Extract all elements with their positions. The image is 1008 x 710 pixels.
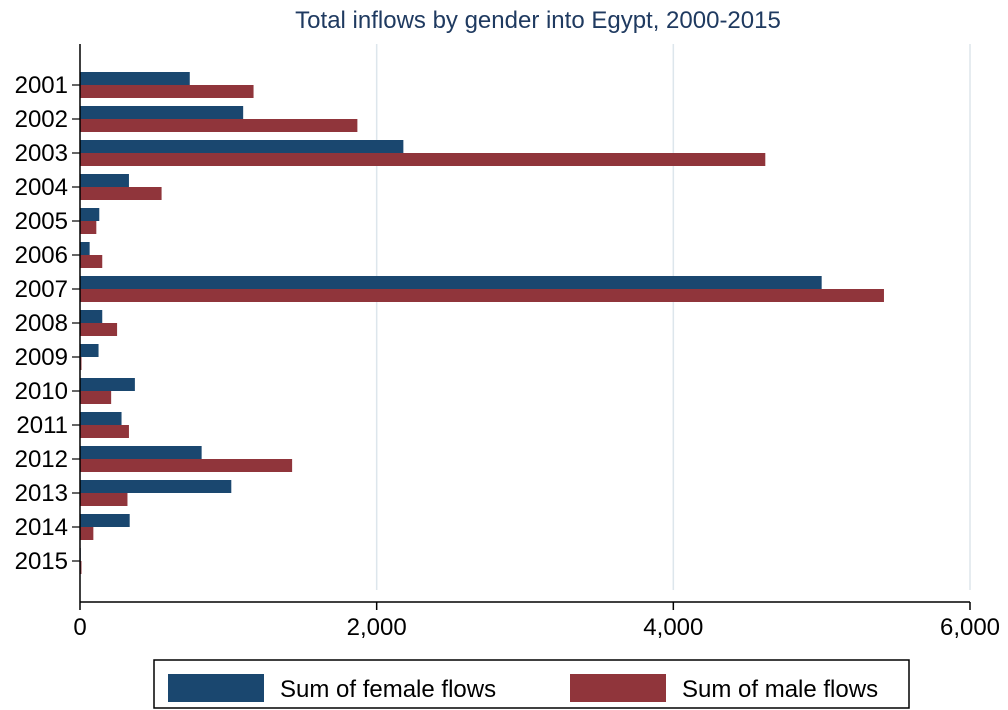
bar-male <box>80 425 129 438</box>
bar-female <box>80 106 244 119</box>
bar-female <box>80 208 100 221</box>
bar-female <box>80 514 130 527</box>
legend-label-male: Sum of male flows <box>682 676 878 703</box>
y-tick-label: 2008 <box>15 310 68 337</box>
bar-male <box>80 493 128 506</box>
y-tick-label: 2014 <box>15 514 68 541</box>
bar-female <box>80 378 135 391</box>
y-tick-label: 2010 <box>15 378 68 405</box>
bar-male <box>80 255 103 268</box>
bar-male <box>80 85 254 98</box>
y-tick-label: 2006 <box>15 242 68 269</box>
y-tick-label: 2015 <box>15 548 68 575</box>
bar-male <box>80 119 358 132</box>
y-tick-label: 2001 <box>15 72 68 99</box>
y-tick-label: 2013 <box>15 480 68 507</box>
legend-label-female: Sum of female flows <box>280 676 496 703</box>
y-tick-label: 2009 <box>15 344 68 371</box>
x-tick-label: 0 <box>73 614 86 641</box>
x-tick-label: 4,000 <box>643 614 703 641</box>
bar-male <box>80 187 162 200</box>
bar-male <box>80 459 293 472</box>
bar-male <box>80 289 884 302</box>
bar-female <box>80 242 90 255</box>
bar-male <box>80 153 766 166</box>
bars <box>80 72 884 574</box>
y-tick-label: 2003 <box>15 140 68 167</box>
x-tick-label: 2,000 <box>347 614 407 641</box>
bar-female <box>80 344 99 357</box>
y-tick-label: 2012 <box>15 446 68 473</box>
chart-title: Total inflows by gender into Egypt, 2000… <box>295 7 781 34</box>
bar-female <box>80 72 190 85</box>
bar-female <box>80 174 129 187</box>
legend: Sum of female flows Sum of male flows <box>153 659 910 709</box>
bar-female <box>80 446 202 459</box>
bar-female <box>80 480 232 493</box>
y-tick-label: 2002 <box>15 106 68 133</box>
bar-female <box>80 412 122 425</box>
bar-female <box>80 140 404 153</box>
y-tick-label: 2011 <box>16 412 68 439</box>
bar-male <box>80 391 112 404</box>
bar-male <box>80 527 94 540</box>
legend-box <box>153 659 910 709</box>
bar-male <box>80 221 97 234</box>
axes: 2001 2002 2003 2004 2005 2006 2007 2008 2009 2010… <box>15 44 1000 641</box>
y-tick-label: 2005 <box>15 208 68 235</box>
bar-female <box>80 310 103 323</box>
x-tick-label: 6,000 <box>940 614 1000 641</box>
bar-female <box>80 276 822 289</box>
y-tick-label: 2004 <box>15 174 68 201</box>
legend-swatch-female <box>168 674 264 702</box>
y-tick-label: 2007 <box>15 276 68 303</box>
gridlines <box>375 44 971 590</box>
legend-swatch-male <box>570 674 666 702</box>
bar-male <box>80 323 118 336</box>
